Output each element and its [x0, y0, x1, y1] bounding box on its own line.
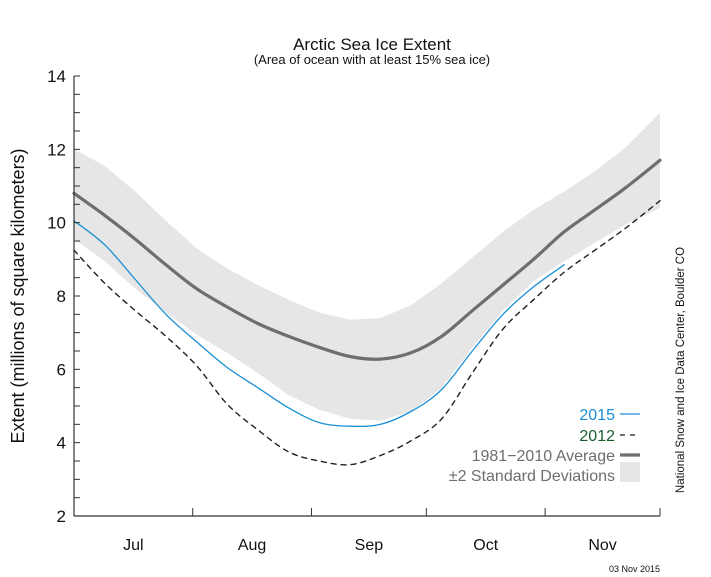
series-line-1981-2010-average [72, 158, 662, 361]
x-tick-label: Jul [123, 537, 143, 554]
y-tick-label: 10 [47, 214, 66, 233]
axes: 2 4 6 8 10 12 14 Jul Aug Sep Oct Nov [47, 67, 661, 554]
series-line-2015 [73, 220, 565, 428]
std-dev-band [74, 112, 660, 421]
legend-label: 1981−2010 Average [472, 448, 616, 465]
series-line-2012 [73, 200, 661, 466]
y-tick-label: 12 [47, 140, 66, 159]
legend-label: 2012 [579, 428, 615, 445]
date-stamp: 03 Nov 2015 [609, 564, 660, 574]
legend-label: 2015 [579, 407, 615, 424]
legend-label: ±2 Standard Deviations [449, 468, 615, 485]
x-tick-label: Aug [238, 537, 266, 554]
y-tick-label: 8 [57, 287, 66, 306]
legend-marker-std-dev [620, 462, 640, 482]
chart-subtitle: (Area of ocean with at least 15% sea ice… [254, 52, 490, 67]
y-axis-label: Extent (millions of square kilometers) [8, 148, 28, 443]
y-tick-label: 6 [57, 360, 66, 379]
y-tick-label: 2 [57, 507, 66, 526]
x-tick-label: Sep [355, 537, 384, 554]
y-tick-label: 14 [47, 67, 66, 86]
legend: 2015 2012 1981−2010 Average ±2 Standard Dev… [449, 407, 640, 485]
x-tick-label: Oct [473, 537, 498, 554]
y-tick-label: 4 [57, 434, 66, 453]
credit-text: National Snow and Ice Data Center, Bould… [675, 247, 687, 493]
chart-title: Arctic Sea Ice Extent [293, 35, 451, 54]
x-tick-label: Nov [588, 537, 616, 554]
plot-area [72, 112, 662, 466]
